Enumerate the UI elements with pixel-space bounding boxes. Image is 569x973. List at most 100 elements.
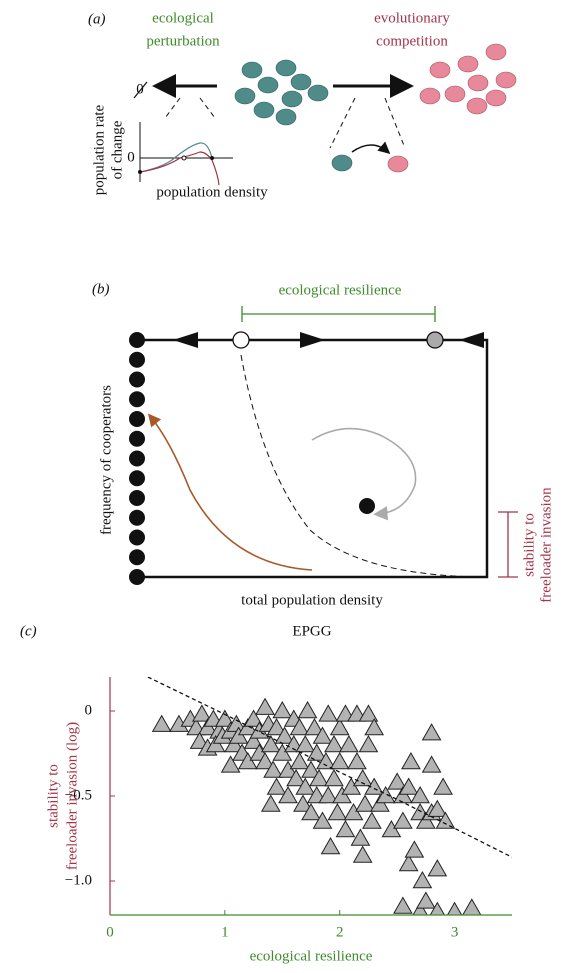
fixed-point — [129, 431, 145, 447]
point — [434, 779, 452, 795]
point — [331, 753, 349, 769]
inset-zero: 0 — [127, 149, 135, 165]
point — [328, 804, 346, 820]
point — [394, 898, 412, 914]
arrowhead — [173, 332, 198, 348]
teal-individual — [332, 155, 352, 171]
pink-individual — [388, 156, 408, 172]
point — [359, 736, 377, 752]
fixed-point — [138, 170, 142, 174]
point — [394, 813, 412, 829]
point — [463, 899, 481, 915]
fixed-point — [129, 391, 145, 407]
y-label: stability to — [45, 764, 61, 828]
panel-label: (c) — [20, 623, 37, 639]
point — [359, 705, 377, 721]
point — [262, 796, 280, 812]
inset-xlabel: population density — [156, 184, 268, 200]
interior-point — [359, 498, 375, 514]
dash — [385, 98, 405, 148]
heading: ecological — [152, 10, 214, 26]
fixed-point — [129, 510, 145, 526]
x-tick-label: 1 — [221, 924, 229, 940]
point — [299, 702, 317, 718]
x-tick-label: 0 — [106, 924, 114, 940]
point — [402, 753, 420, 769]
x-label: total population density — [241, 592, 383, 608]
point — [363, 813, 381, 829]
point — [256, 699, 274, 715]
point — [351, 830, 369, 846]
bracket-label: ecological resilience — [279, 282, 402, 298]
fixed-point — [129, 549, 145, 565]
separatrix — [241, 355, 480, 577]
y-label: frequency of cooperators — [98, 385, 114, 535]
heading: evolutionary — [374, 10, 450, 26]
trajectory — [150, 416, 312, 570]
fixed-point — [210, 156, 214, 160]
x-label: ecological resilience — [250, 948, 373, 964]
point — [322, 838, 340, 854]
pink-population — [420, 44, 516, 114]
fixed-point — [129, 372, 145, 388]
point — [348, 753, 366, 769]
point — [405, 841, 423, 857]
fixed-point — [129, 352, 145, 368]
panel-label: (a) — [88, 11, 106, 27]
plot-area — [148, 677, 512, 918]
fixed-point — [129, 490, 145, 506]
point — [336, 821, 354, 837]
fixed-point — [129, 411, 145, 427]
bracket-label: freeloader invasion — [538, 487, 554, 603]
x-tick-label: 2 — [336, 924, 344, 940]
frame — [137, 340, 487, 577]
panel-c: (c) EPGG stability to freeloader invasio… — [20, 623, 512, 964]
bracket-label: stability to — [521, 513, 537, 577]
dash — [200, 98, 215, 118]
point — [417, 892, 435, 908]
arrow — [352, 145, 388, 152]
y-tick-label: −0.5 — [65, 787, 92, 803]
point — [423, 724, 441, 740]
fixed-point — [129, 332, 145, 348]
teal-curve — [140, 143, 212, 172]
teal-population — [235, 60, 328, 125]
point — [268, 779, 286, 795]
bracket — [242, 306, 435, 322]
point — [153, 716, 171, 732]
point — [356, 796, 374, 812]
chart-title: EPGG — [292, 623, 331, 639]
arrowhead — [300, 332, 325, 348]
fixed-point — [129, 451, 145, 467]
x-tick-label: 3 — [451, 924, 459, 940]
point — [273, 702, 291, 718]
crossed-zero: 0 — [136, 81, 144, 97]
point — [428, 860, 446, 876]
panel-label: (b) — [92, 281, 110, 297]
arrowhead — [459, 332, 484, 348]
unstable-point — [233, 332, 249, 348]
figure: (a) ecological perturbation evolutionary… — [0, 0, 569, 968]
stable-point — [427, 332, 443, 348]
fixed-point — [129, 569, 145, 585]
inset-ylabel: of change — [109, 120, 125, 179]
heading: perturbation — [146, 33, 220, 49]
fixed-point — [129, 470, 145, 486]
dash — [330, 98, 355, 148]
bracket — [498, 512, 518, 577]
panel-a: (a) ecological perturbation evolutionary… — [88, 10, 516, 200]
dash — [165, 98, 180, 118]
heading: competition — [376, 33, 448, 49]
fixed-point — [129, 530, 145, 546]
panel-b: (b) ecological resilience stability to f… — [92, 281, 554, 608]
inset-ylabel: population rate — [91, 104, 107, 195]
trend-line — [148, 677, 512, 857]
point — [296, 736, 314, 752]
point — [319, 705, 337, 721]
y-tick-label: −1.0 — [65, 872, 92, 888]
point — [446, 903, 464, 919]
y-tick-label: 0 — [85, 702, 93, 718]
fixed-point — [182, 156, 186, 160]
point — [340, 736, 358, 752]
point — [423, 756, 441, 772]
